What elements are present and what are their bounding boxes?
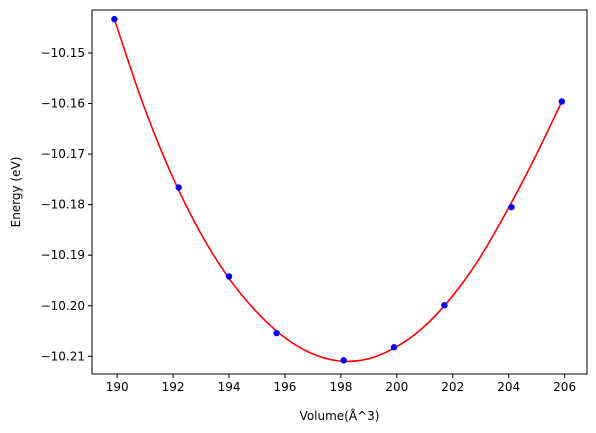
- data-point: [225, 273, 233, 280]
- data-point: [175, 184, 182, 191]
- data-point: [390, 344, 398, 351]
- data-point: [508, 203, 515, 211]
- x-tick-label: 192: [162, 380, 185, 394]
- x-tick-label: 202: [441, 380, 464, 394]
- x-axis-label: Volume(Å^3): [300, 408, 380, 423]
- y-tick-label: −10.18: [41, 198, 85, 212]
- x-tick-label: 190: [106, 380, 129, 394]
- y-tick-label: −10.15: [41, 46, 85, 60]
- x-tick-label: 200: [385, 380, 408, 394]
- y-axis-ticks: −10.15 −10.16 −10.17 −10.18 −10.19 −10.20 −10.…: [41, 46, 92, 363]
- x-tick-label: 198: [329, 380, 352, 394]
- y-tick-label: −10.16: [41, 97, 85, 111]
- x-tick-label: 206: [553, 380, 576, 394]
- y-tick-label: −10.17: [41, 147, 85, 161]
- plot-frame: [91, 9, 588, 375]
- y-tick-label: −10.20: [41, 299, 85, 313]
- x-tick-label: 196: [274, 380, 297, 394]
- y-tick-label: −10.21: [41, 349, 85, 363]
- x-tick-label: 204: [497, 380, 520, 394]
- y-axis-label: Energy (eV): [9, 157, 23, 228]
- y-tick-label: −10.19: [41, 248, 85, 262]
- data-point: [111, 15, 118, 23]
- chart-marks: [111, 15, 566, 364]
- data-point: [441, 302, 448, 309]
- x-axis-ticks: 190 192 194 196 198 200 202 204 206: [106, 374, 576, 394]
- data-point: [558, 98, 566, 105]
- data-point: [273, 329, 280, 337]
- data-point: [340, 357, 347, 364]
- x-tick-label: 194: [218, 380, 241, 394]
- fit-curve-line: [113, 18, 563, 363]
